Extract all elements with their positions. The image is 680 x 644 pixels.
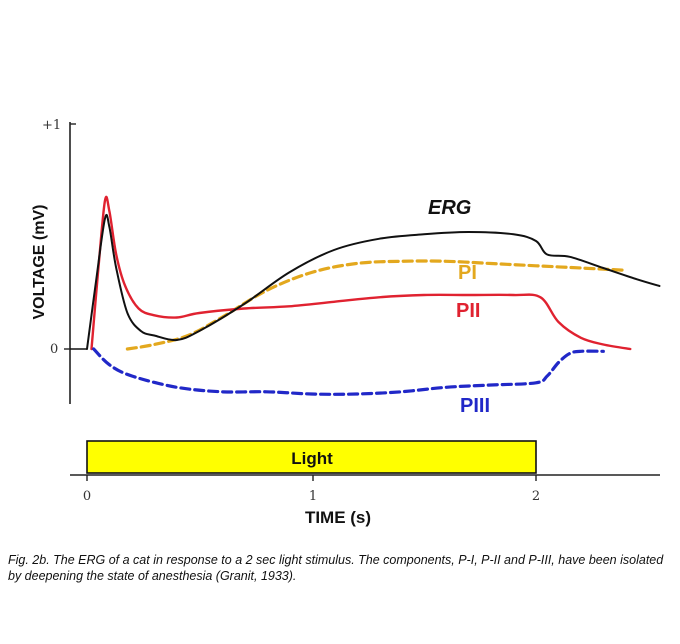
y-tick-label-top: +1 <box>42 118 61 133</box>
y-axis-title: VOLTAGE (mV) <box>31 205 48 320</box>
series-label-pii: PII <box>456 300 480 322</box>
series-pii-line <box>90 195 632 351</box>
x-tick-label-2: 2 <box>532 489 540 504</box>
x-tick-label-0: 0 <box>83 489 91 504</box>
stimulus-label: Light <box>291 449 333 468</box>
x-tick-label-1: 1 <box>309 489 317 504</box>
series-pi-line <box>125 259 628 351</box>
x-axis-title: TIME (s) <box>305 508 371 527</box>
series-group <box>86 195 661 396</box>
stimulus-light-bar <box>86 440 537 474</box>
series-erg-line <box>86 213 661 350</box>
series-piii-line <box>92 347 605 396</box>
series-label-erg: ERG <box>428 197 471 219</box>
y-tick-label-zero: 0 <box>50 342 58 357</box>
series-label-piii: PIII <box>460 395 490 417</box>
figure-caption: Fig. 2b. The ERG of a cat in response to… <box>8 553 664 583</box>
series-label-pi: PI <box>458 262 477 284</box>
erg-chart: +1 0 VOLTAGE (mV) Light 0 1 2 TIME (s) E… <box>31 118 661 527</box>
